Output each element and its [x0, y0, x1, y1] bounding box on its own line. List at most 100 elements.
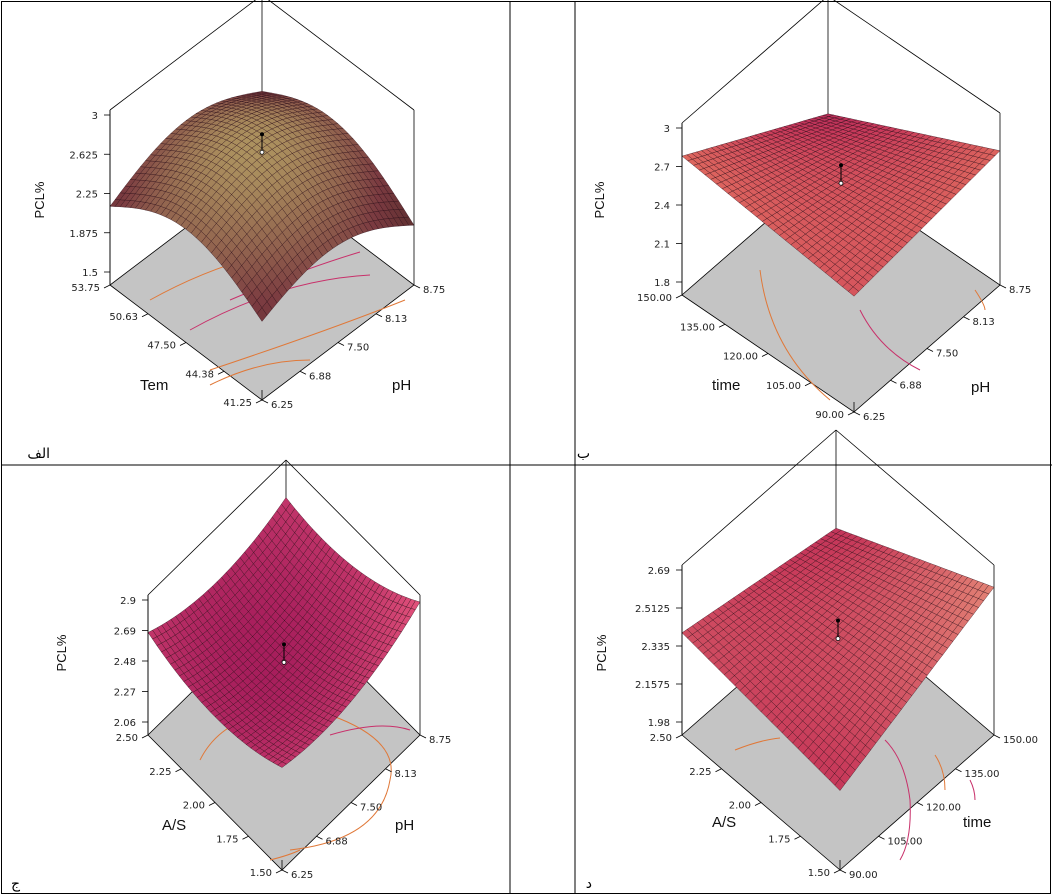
y-tick-label: 6.88 — [326, 836, 348, 847]
y-tick-label: 7.50 — [360, 803, 382, 814]
x-tick-label: 1.75 — [216, 834, 238, 845]
floor-contour — [209, 359, 311, 386]
y-tick — [419, 734, 427, 739]
y-tick-label: 6.25 — [863, 412, 885, 423]
x-tick — [208, 802, 216, 806]
y-tick — [999, 284, 1007, 289]
design-point-marker — [259, 149, 265, 155]
box-edge — [681, 429, 837, 566]
z-tick-label: 2.48 — [114, 657, 136, 668]
x-tick-label: 120.00 — [723, 352, 758, 363]
design-point-marker — [282, 642, 286, 647]
y-axis-label: pH — [971, 379, 990, 396]
y-tick — [993, 734, 1001, 739]
x-tick-label: 2.25 — [149, 767, 171, 778]
z-axis-label: PCL% — [32, 181, 47, 218]
x-tick — [847, 411, 855, 416]
x-tick — [794, 835, 801, 840]
floor-contour — [269, 849, 301, 861]
y-tick-label: 8.75 — [429, 735, 451, 746]
panel-c: 2.9 2.69 2.48 2.27 2.06 PCL% 2.50 2.25 2.00 1.75 1… — [54, 459, 451, 881]
z-tick-label: 2.06 — [114, 718, 136, 729]
y-axis-label: pH — [395, 817, 414, 834]
z-tick-label: 1.8 — [654, 278, 670, 289]
x-tick — [833, 869, 841, 874]
response-surface — [109, 91, 415, 322]
z-tick-label: 1.98 — [648, 718, 670, 729]
y-tick-label: 8.13 — [395, 769, 417, 780]
x-tick-label: 1.75 — [768, 834, 790, 845]
x-tick-label: 2.25 — [689, 767, 711, 778]
design-point-marker — [839, 163, 843, 168]
z-axis-label: PCL% — [592, 181, 607, 218]
x-tick — [217, 370, 225, 375]
y-tick — [963, 316, 970, 321]
z-tick-label: 2.625 — [69, 150, 98, 161]
x-axis-label: A/S — [712, 814, 736, 831]
box-edge — [835, 429, 995, 566]
z-axis-label: PCL% — [594, 634, 609, 671]
surface-cell — [983, 584, 995, 595]
x-tick — [141, 313, 149, 318]
y-tick-label: 7.50 — [347, 343, 369, 354]
x-tick — [718, 323, 726, 328]
y-tick-label: 105.00 — [888, 836, 923, 847]
y-tick — [878, 835, 885, 840]
x-tick — [275, 869, 283, 874]
x-tick — [675, 734, 683, 739]
x-tick-label: 44.38 — [185, 369, 214, 380]
y-axis-label: time — [963, 814, 991, 831]
surface-cell — [403, 216, 415, 226]
z-tick-label: 2.1575 — [635, 680, 670, 691]
design-point-marker — [838, 180, 844, 186]
y-tick-label: 6.25 — [271, 400, 293, 411]
y-tick-label: 120.00 — [926, 803, 961, 814]
x-tick — [675, 294, 683, 299]
z-tick-label: 2.27 — [114, 688, 136, 699]
floor-contour — [329, 725, 411, 736]
y-tick — [281, 869, 289, 874]
x-tick — [715, 768, 722, 773]
box-edge — [267, 0, 415, 111]
y-tick-label: 6.88 — [900, 380, 922, 391]
x-tick — [255, 399, 263, 404]
floor-contour — [209, 299, 406, 371]
z-tick-label: 2.69 — [114, 627, 136, 638]
floor-contour — [934, 754, 946, 791]
x-tick-label: 2.00 — [183, 801, 205, 812]
y-tick — [316, 835, 323, 840]
y-tick — [261, 399, 269, 404]
panel-d-caption: د — [586, 876, 592, 892]
y-tick — [916, 802, 924, 806]
y-tick-label: 8.13 — [973, 317, 995, 328]
z-tick-label: 2.9 — [120, 596, 136, 607]
x-tick-label: 47.50 — [147, 341, 176, 352]
y-tick-label: 90.00 — [849, 870, 878, 881]
y-tick — [350, 802, 358, 806]
floor-contour — [884, 739, 911, 861]
x-tick-label: 105.00 — [766, 381, 801, 392]
response-surface — [147, 497, 421, 768]
x-tick — [175, 768, 182, 773]
y-tick — [853, 411, 861, 416]
y-tick-label: 135.00 — [965, 769, 1000, 780]
x-axis-label: Tem — [140, 377, 168, 394]
box-edge — [833, 0, 1001, 114]
design-point-marker — [260, 132, 264, 137]
y-tick — [385, 768, 392, 773]
x-tick-label: 135.00 — [680, 322, 715, 333]
y-tick — [926, 348, 934, 352]
z-tick-label: 2.335 — [641, 642, 670, 653]
panel-a: 3 2.625 2.25 1.875 1.5 PCL% 53.75 50.63 47.50 44.… — [32, 0, 445, 411]
x-axis-label: time — [712, 377, 740, 394]
z-axis-label: PCL% — [54, 634, 69, 671]
x-tick — [754, 802, 762, 806]
box-edge — [147, 459, 287, 596]
z-tick-label: 3 — [664, 124, 670, 135]
x-tick — [804, 382, 812, 387]
panel-c-caption: ج — [11, 876, 21, 892]
y-tick — [413, 284, 421, 289]
y-tick — [955, 768, 962, 773]
